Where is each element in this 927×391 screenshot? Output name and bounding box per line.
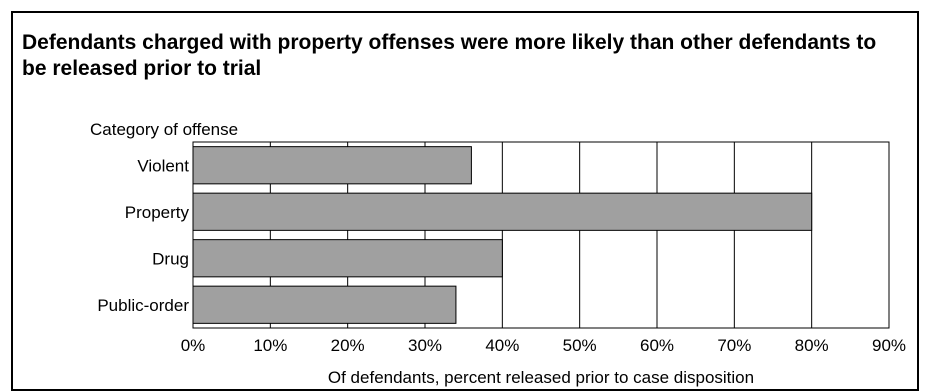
bar-public-order (192, 285, 457, 324)
category-label: Public-order (97, 296, 189, 315)
bar-drug (192, 239, 503, 278)
x-tick-label: 60% (640, 336, 674, 355)
x-tick-label: 90% (872, 336, 906, 355)
category-axis-title: Category of offense (90, 120, 238, 139)
x-tick-label: 10% (253, 336, 287, 355)
x-tick-label: 0% (181, 336, 206, 355)
bar-property (192, 192, 813, 231)
plot-area-border (192, 141, 890, 329)
x-tick-label: 40% (485, 336, 519, 355)
x-axis-label: Of defendants, percent released prior to… (328, 368, 754, 387)
x-tick-label: 70% (717, 336, 751, 355)
chart-title: Defendants charged with property offense… (22, 31, 877, 80)
x-tick-label: 30% (408, 336, 442, 355)
category-label: Violent (137, 156, 189, 175)
category-label: Property (125, 203, 190, 222)
bar-violent (192, 146, 472, 185)
category-label: Drug (152, 249, 189, 268)
x-tick-label: 80% (795, 336, 829, 355)
x-tick-label: 20% (331, 336, 365, 355)
x-tick-label: 50% (563, 336, 597, 355)
